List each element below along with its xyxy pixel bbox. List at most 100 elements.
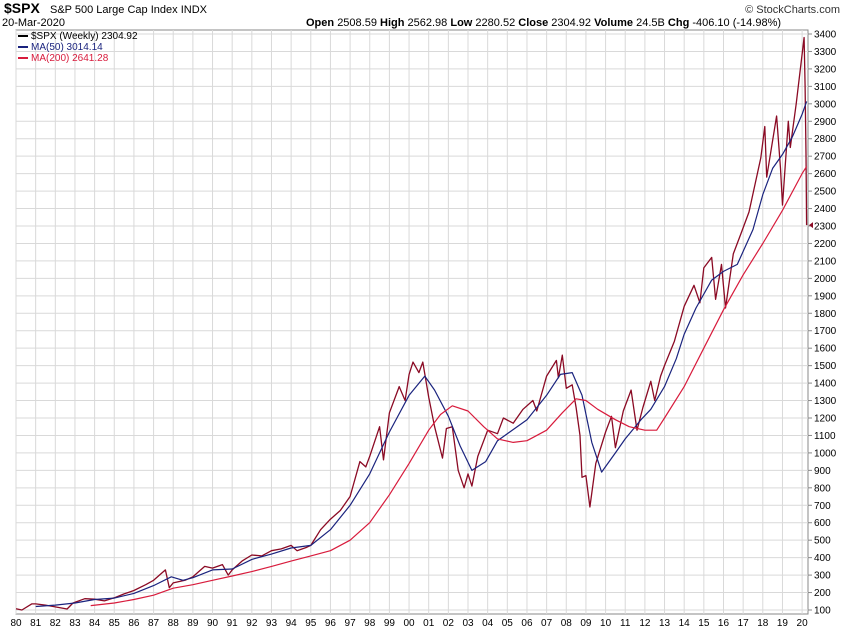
plot-frame [15, 29, 809, 615]
x-tick-label: 13 [659, 618, 671, 629]
y-tick-label: 2200 [814, 239, 837, 250]
x-tick-label: 10 [600, 618, 612, 629]
x-tick-label: 93 [266, 618, 278, 629]
chg-label: Chg [667, 17, 690, 29]
y-tick-label: 500 [814, 536, 831, 547]
chg-value: -406.10 (-14.98%) [692, 17, 782, 29]
x-tick-label: 20 [797, 618, 809, 629]
y-tick-label: 400 [814, 553, 831, 564]
y-tick-label: 1900 [814, 291, 837, 302]
x-tick-label: 07 [541, 618, 553, 629]
legend-price: $SPX (Weekly) 2304.92 [18, 31, 138, 42]
x-tick-label: 03 [462, 618, 474, 629]
high-value: 2562.98 [407, 17, 448, 29]
y-tick-label: 2000 [814, 274, 837, 285]
ohlc-bar: Open 2508.59 High 2562.98 Low 2280.52 Cl… [306, 17, 781, 30]
open-label: Open [306, 17, 335, 29]
x-tick-label: 06 [521, 618, 533, 629]
ma200-line [90, 166, 808, 607]
y-tick-label: 2300 [814, 222, 837, 233]
y-tick-label: 1300 [814, 396, 837, 407]
x-tick-label: 16 [718, 618, 730, 629]
y-tick-label: 3000 [814, 99, 837, 110]
legend-ma200-text: MA(200) 2641.28 [31, 53, 109, 64]
x-tick-label: 91 [227, 618, 239, 629]
y-tick-label: 1500 [814, 361, 837, 372]
y-tick-label: 1800 [814, 309, 837, 320]
x-tick-label: 15 [698, 618, 710, 629]
x-tick-label: 99 [384, 618, 396, 629]
volume-label: Volume [594, 17, 634, 29]
y-tick-label: 100 [814, 606, 831, 617]
y-tick-label: 300 [814, 571, 831, 582]
x-tick-label: 12 [639, 618, 651, 629]
x-tick-label: 01 [423, 618, 435, 629]
x-tick-label: 88 [168, 618, 180, 629]
open-value: 2508.59 [337, 17, 377, 29]
x-tick-label: 92 [246, 618, 258, 629]
x-tick-label: 81 [30, 618, 42, 629]
x-tick-label: 08 [561, 618, 573, 629]
x-tick-label: 96 [325, 618, 337, 629]
index-full-name: S&P 500 Large Cap Index [50, 4, 178, 16]
x-tick-label: 18 [757, 618, 769, 629]
close-label: Close [518, 17, 549, 29]
x-tick-label: 94 [286, 618, 298, 629]
index-name: S&P 500 Large Cap Index INDX [50, 4, 207, 17]
y-tick-label: 200 [814, 588, 831, 599]
high-label: High [380, 17, 405, 29]
low-value: 2280.52 [475, 17, 516, 29]
x-tick-label: 19 [777, 618, 789, 629]
legend-price-swatch [18, 35, 28, 38]
legend-price-text: $SPX (Weekly) 2304.92 [31, 31, 138, 42]
x-tick-label: 02 [443, 618, 455, 629]
x-tick-label: 05 [502, 618, 514, 629]
brand-watermark: © StockCharts.com [745, 4, 840, 16]
legend-ma200: MA(200) 2641.28 [18, 53, 108, 64]
y-tick-label: 3400 [814, 30, 837, 41]
last-price-marker [809, 222, 813, 229]
exchange-label: INDX [180, 4, 207, 16]
y-tick-label: 800 [814, 483, 831, 494]
x-tick-label: 86 [128, 618, 140, 629]
y-tick-label: 3300 [814, 47, 837, 58]
legend-ma50-swatch [18, 46, 28, 49]
y-tick-label: 2900 [814, 117, 837, 128]
symbol-title: $SPX [4, 0, 40, 16]
x-tick-label: 04 [482, 618, 494, 629]
x-tick-label: 98 [364, 618, 376, 629]
x-tick-label: 80 [10, 618, 22, 629]
y-tick-label: 2700 [814, 152, 837, 163]
y-tick-label: 1100 [814, 431, 836, 442]
x-tick-label: 85 [109, 618, 121, 629]
x-tick-label: 97 [345, 618, 357, 629]
close-value: 2304.92 [551, 17, 592, 29]
y-tick-label: 700 [814, 501, 831, 512]
x-tick-label: 95 [305, 618, 317, 629]
x-tick-label: 83 [69, 618, 81, 629]
legend-ma200-swatch [18, 57, 28, 60]
y-tick-label: 2800 [814, 134, 837, 145]
legend-ma50-text: MA(50) 3014.14 [31, 42, 103, 53]
quote-date: 20-Mar-2020 [2, 17, 65, 29]
x-tick-label: 82 [50, 618, 62, 629]
y-tick-label: 1400 [814, 379, 837, 390]
y-tick-label: 2500 [814, 187, 837, 198]
y-tick-label: 2400 [814, 204, 837, 215]
y-tick-label: 3100 [814, 82, 837, 93]
y-tick-label: 2100 [814, 256, 837, 267]
x-tick-label: 00 [403, 618, 415, 629]
y-tick-label: 1600 [814, 344, 837, 355]
x-tick-label: 14 [679, 618, 691, 629]
low-label: Low [450, 17, 473, 29]
y-tick-label: 3200 [814, 64, 837, 75]
y-tick-label: 1000 [814, 448, 837, 459]
x-tick-label: 90 [207, 618, 219, 629]
y-tick-label: 600 [814, 518, 831, 529]
x-tick-label: 11 [620, 618, 631, 629]
x-tick-label: 17 [738, 618, 750, 629]
y-tick-label: 1700 [814, 326, 837, 337]
x-tick-label: 87 [148, 618, 160, 629]
volume-value: 24.5B [636, 17, 665, 29]
